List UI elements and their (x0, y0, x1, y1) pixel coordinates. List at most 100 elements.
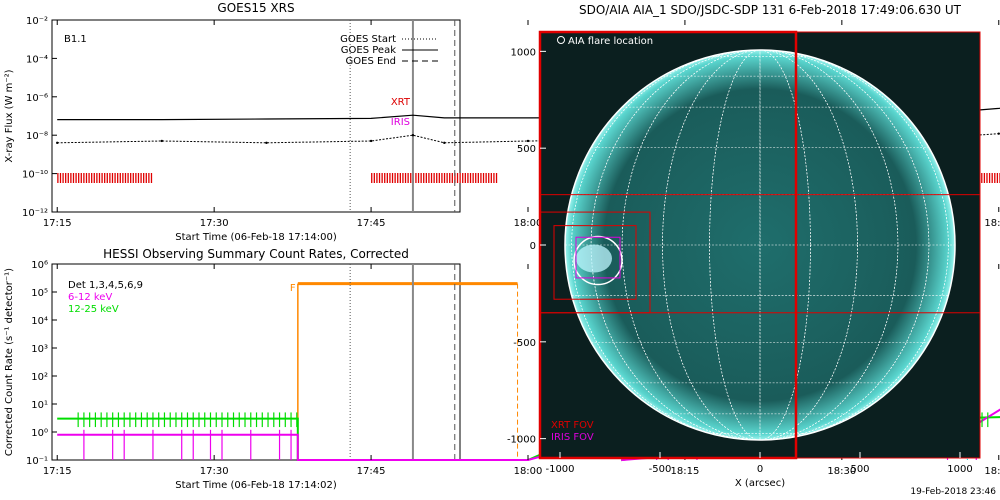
goes-title: GOES15 XRS (217, 1, 294, 15)
goes-iris-label: IRIS (391, 117, 410, 128)
xrt-coverage-tick (433, 173, 435, 183)
hessi-xtick-label: 17:15 (43, 466, 72, 477)
xrt-coverage-tick (472, 173, 474, 183)
xrt-coverage-tick (127, 173, 129, 183)
goes-xtick-label: 17:45 (357, 218, 386, 229)
xrt-coverage-tick (98, 173, 101, 183)
xrt-coverage-tick (93, 173, 95, 183)
hessi-ytick-label: 10³ (31, 344, 48, 355)
xrt-coverage-tick (981, 173, 983, 183)
xrt-coverage-tick (994, 173, 996, 183)
xrt-coverage-tick (397, 173, 399, 183)
hessi-interval-label: F (290, 283, 296, 294)
aia-legend-xrt: XRT FOV (551, 420, 594, 431)
xrt-coverage-tick (376, 173, 378, 183)
xrt-coverage-tick (490, 173, 492, 183)
xrt-coverage-tick (91, 173, 93, 183)
xrt-coverage-tick (83, 173, 85, 183)
xrt-coverage-tick (80, 173, 82, 183)
xrt-coverage-tick (493, 173, 495, 183)
xrt-coverage-tick (441, 173, 443, 183)
hessi-legend-12-25: 12-25 keV (68, 304, 119, 315)
hessi-ytick-label: 10² (31, 372, 48, 383)
xrt-coverage-tick (407, 173, 409, 183)
goes-legend-label: GOES Peak (341, 45, 396, 56)
aia-xtick-label: 0 (757, 464, 763, 475)
xrt-coverage-tick (65, 173, 67, 183)
hessi-xtick-label: 18:00 (514, 466, 543, 477)
goes-xtick-label: 17:30 (200, 218, 229, 229)
xrt-coverage-tick (477, 173, 479, 183)
goes-short-point (411, 134, 415, 137)
hessi-detectors: Det 1,3,4,5,6,9 (68, 280, 143, 291)
goes-flare-class: B1.1 (64, 34, 87, 45)
xrt-coverage-tick (986, 173, 988, 183)
xrt-coverage-tick (425, 173, 427, 183)
xrt-coverage-tick (495, 173, 498, 183)
goes-ytick-label: 10⁻⁴ (26, 54, 48, 65)
goes-xtick-label: 17:15 (43, 218, 72, 229)
xrt-coverage-tick (991, 173, 993, 183)
xrt-coverage-tick (70, 173, 72, 183)
xrt-coverage-tick (101, 173, 103, 183)
xrt-coverage-tick (59, 173, 62, 183)
xrt-coverage-tick (57, 173, 59, 183)
goes-frame (51, 19, 461, 213)
xrt-coverage-tick (109, 173, 111, 183)
xrt-coverage-tick (85, 173, 88, 183)
xrt-coverage-tick (402, 173, 404, 183)
goes-short-point (160, 139, 164, 143)
xrt-coverage-tick (381, 173, 383, 183)
aia-ytick-label: 1000 (511, 47, 536, 58)
xrt-coverage-tick (96, 173, 98, 183)
hessi-ytick-label: 10⁵ (31, 288, 48, 299)
xrt-coverage-tick (88, 173, 90, 183)
hessi-title: HESSI Observing Summary Count Rates, Cor… (103, 247, 409, 261)
xrt-coverage-tick (485, 173, 487, 183)
xrt-coverage-tick (111, 173, 114, 183)
goes-xtick-label: 18:45 (984, 218, 1000, 229)
xrt-coverage-tick (75, 173, 77, 183)
goes-short-point (56, 141, 59, 145)
xrt-coverage-tick (148, 173, 150, 183)
xrt-coverage-tick (78, 173, 80, 183)
xrt-coverage-tick (135, 173, 137, 183)
aia-legend-circle (557, 36, 565, 44)
xrt-coverage-tick (140, 173, 142, 183)
xrt-coverage-tick (394, 173, 396, 183)
xrt-coverage-tick (420, 173, 422, 183)
aia-title: SDO/AIA AIA_1 SDO/JSDC-SDP 131 6-Feb-201… (579, 3, 962, 17)
xrt-coverage-tick (371, 173, 373, 183)
hessi-ylabel: Corrected Count Rate (s⁻¹ detector⁻¹) (4, 268, 15, 456)
aia-flare-location-circle (573, 235, 623, 286)
xrt-coverage-tick (415, 173, 417, 183)
xrt-coverage-tick (389, 173, 391, 183)
xrt-fov-box (539, 211, 651, 314)
aia-legend-flare: AIA flare location (568, 36, 653, 47)
hessi-xtick-label: 17:45 (357, 466, 386, 477)
goes-legend-label: GOES End (346, 56, 396, 67)
xrt-coverage-tick (114, 173, 116, 183)
solar-limb (564, 49, 956, 441)
goes-short-point (369, 139, 373, 143)
xrt-coverage-tick (122, 173, 124, 183)
xrt-coverage-tick (143, 173, 145, 183)
goes-xlabel: Start Time (06-Feb-18 17:14:00) (175, 232, 337, 243)
aia-xlabel: X (arcsec) (735, 478, 785, 489)
hessi-ytick-label: 10⁴ (31, 316, 48, 327)
aia-legend-iris: IRIS FOV (551, 432, 594, 443)
xrt-coverage-tick (404, 173, 407, 183)
xrt-coverage-tick (130, 173, 132, 183)
iris-fov-box (575, 236, 621, 279)
goes-ytick-label: 10⁻¹⁰ (22, 170, 48, 181)
xrt-coverage-tick (430, 173, 433, 183)
xrt-coverage-tick (988, 173, 991, 183)
xrt-coverage-tick (67, 173, 69, 183)
xrt-coverage-tick (475, 173, 477, 183)
aia-xtick-label: -500 (649, 464, 672, 475)
goes-xtick-label: 18:00 (514, 218, 543, 229)
goes-ylabel: X-ray Flux (W m⁻²) (4, 69, 15, 162)
xrt-coverage-tick (438, 173, 440, 183)
hessi-series-line (57, 408, 1000, 462)
